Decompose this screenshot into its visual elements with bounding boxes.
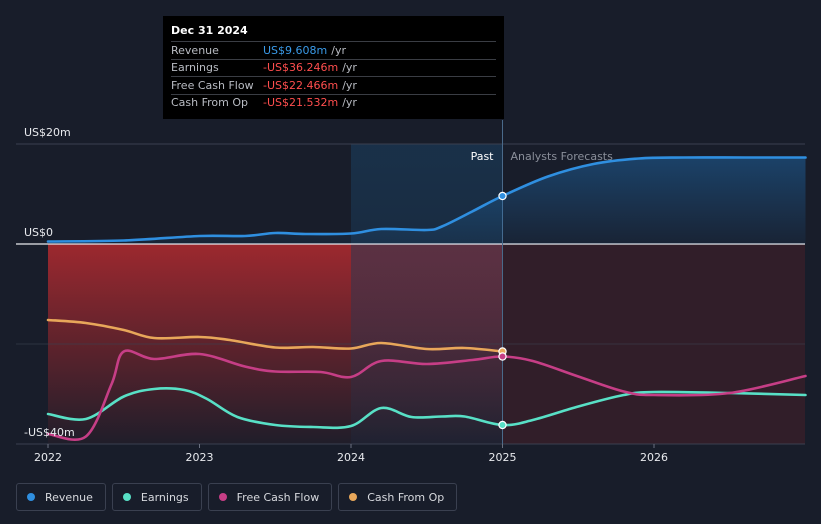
legend-dot-icon [27,493,35,501]
tooltip-unit: /yr [331,43,346,57]
tooltip-value: -US$22.466m [263,78,339,92]
forecast-label: Analysts Forecasts [511,150,614,163]
marker-earnings [498,420,507,430]
series-line-revenue [46,156,807,243]
legend-label: Cash From Op [367,490,445,504]
hover-tooltip: Dec 31 2024 Revenue US$9.608m /yr Earnin… [163,16,504,119]
x-tick-label: 2025 [489,451,517,464]
chart-legend: Revenue Earnings Free Cash Flow Cash Fro… [16,483,458,511]
chart-markers-layer [498,191,507,430]
series-line-earnings [46,387,807,430]
legend-dot-icon [122,493,131,501]
marker-revenue [498,191,507,201]
series-area-revenue [48,157,806,244]
legend-label: Earnings [140,490,189,504]
legend-label: Free Cash Flow [236,490,320,504]
series-line-cash-from-op [46,318,504,353]
chart-series-layer [46,156,807,441]
tooltip-value: -US$21.532m [263,96,339,110]
tooltip-row-free-cash-flow: Free Cash Flow -US$22.466m /yr [171,76,496,94]
x-tick-label: 2023 [186,451,214,464]
tooltip-row-cash-from-op: Cash From Op -US$21.532m /yr [171,93,496,112]
y-tick-label: US$0 [24,226,53,239]
tooltip-label: Earnings [171,61,219,75]
marker-free-cash-flow [498,352,507,361]
legend-item-earnings[interactable]: Earnings [111,483,202,511]
x-tick-label: 2026 [640,451,668,464]
legend-item-free-cash-flow[interactable]: Free Cash Flow [207,483,333,511]
past-label: Past [471,150,495,163]
tooltip-value: -US$36.246m [263,61,339,75]
x-tick-label: 2024 [337,451,365,464]
highlight-band [351,144,503,444]
x-tick-label: 2022 [34,451,62,464]
tooltip-unit: /yr [342,61,357,75]
tooltip-label: Free Cash Flow [171,78,254,92]
tooltip-unit: /yr [342,96,357,110]
tooltip-date: Dec 31 2024 [171,24,248,37]
tooltip-label: Cash From Op [171,96,249,110]
chart-labels-layer: US$20m US$0 -US$40m 2022 2023 2024 2025 2026 Pas… [24,126,668,464]
y-tick-label: -US$40m [24,426,75,439]
legend-dot-icon [349,493,358,501]
legend-label: Revenue [45,490,93,504]
tooltip-label: Revenue [171,43,219,57]
y-tick-label: US$20m [24,126,71,139]
series-line-free-cash-flow [46,349,807,441]
legend-item-revenue[interactable]: Revenue [16,483,106,511]
tooltip-row-earnings: Earnings -US$36.246m /yr [171,58,496,77]
tooltip-unit: /yr [342,78,357,92]
tooltip-row-revenue: Revenue US$9.608m /yr [171,41,496,59]
legend-item-cash-from-op[interactable]: Cash From Op [338,483,458,511]
legend-dot-icon [218,493,227,501]
tooltip-value: US$9.608m [263,43,328,57]
